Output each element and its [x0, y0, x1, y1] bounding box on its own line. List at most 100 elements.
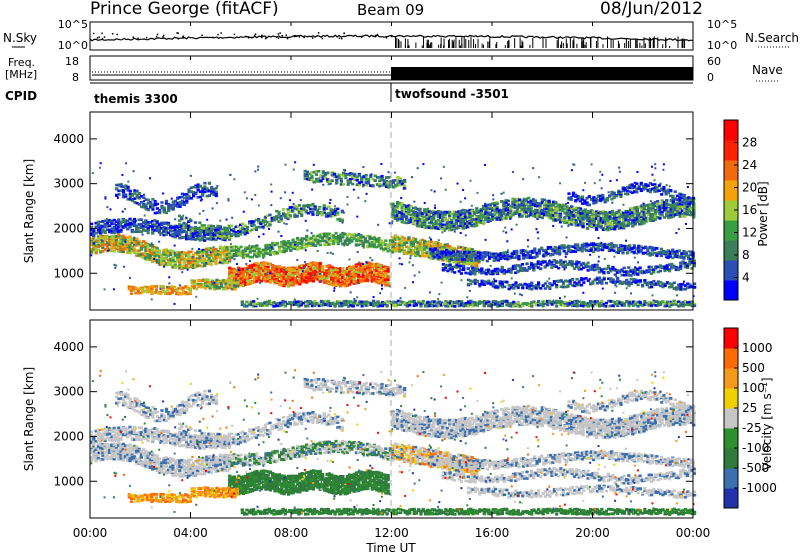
- noise-search-dot: [373, 35, 375, 37]
- power-cell: [387, 176, 390, 179]
- noise-search-spike: [438, 45, 439, 48]
- noise-search-dot: [101, 33, 103, 35]
- power-cell: [198, 221, 201, 224]
- power-cell: [319, 244, 322, 247]
- noise-search-spike: [475, 44, 476, 48]
- noise-search-dot: [287, 38, 289, 40]
- power-cell: [251, 256, 254, 259]
- noise-search-dot: [341, 38, 343, 40]
- noise-search-spike: [563, 43, 564, 48]
- power-cell: [124, 193, 127, 196]
- noise-left-tick-top: 10^5: [58, 18, 88, 31]
- power-cell: [493, 213, 496, 216]
- noise-search-spike: [561, 41, 562, 48]
- power-cell: [214, 229, 217, 232]
- noise-search-spike: [440, 44, 441, 48]
- noise-search-spike: [422, 46, 423, 48]
- noise-search-spike: [489, 37, 490, 48]
- power-cell: [333, 173, 336, 176]
- noise-right-label: N.Search: [745, 31, 799, 45]
- power-cell: [193, 280, 196, 283]
- power-cell: [327, 206, 330, 209]
- noise-search-spike: [400, 41, 401, 48]
- power-cell: [167, 209, 170, 212]
- noise-search-dot: [261, 35, 263, 37]
- noise-search-spike: [449, 39, 450, 48]
- power-cell: [158, 249, 161, 252]
- power-cell: [206, 279, 209, 282]
- noise-search-spike: [590, 38, 591, 48]
- noise-search-dot: [217, 34, 219, 36]
- power-cell: [298, 204, 301, 207]
- noise-search-spike: [409, 45, 410, 48]
- noise-search-spike: [520, 46, 521, 48]
- beam-title: Beam 09: [357, 1, 424, 19]
- power-cell: [278, 247, 281, 250]
- power-cell: [292, 238, 295, 241]
- cpid-mode-1: themis 3300: [94, 92, 178, 106]
- power-cell: [386, 281, 389, 284]
- power-cell: [548, 200, 551, 203]
- noise-search-spike: [630, 39, 631, 48]
- noise-search-dot: [276, 36, 278, 38]
- power-cell: [215, 187, 218, 190]
- noise-search-spike: [684, 39, 685, 48]
- power-cell: [496, 203, 499, 206]
- noise-search-dot: [265, 38, 267, 40]
- power-cell: [135, 190, 138, 193]
- noise-search-spike: [573, 38, 574, 48]
- power-cell: [336, 208, 339, 211]
- noise-search-dot: [294, 36, 296, 38]
- power-cell: [366, 279, 369, 282]
- power-cell: [448, 217, 451, 220]
- power-cell: [215, 193, 218, 196]
- power-cell: [119, 229, 122, 232]
- power-cell: [475, 224, 478, 227]
- noise-search-spike: [529, 45, 530, 48]
- power-cell: [334, 232, 337, 235]
- noise-left-tick-bottom: 10^0: [58, 39, 88, 52]
- noise-search-dot: [99, 36, 101, 38]
- power-cell: [326, 171, 329, 174]
- noise-search-spike: [455, 37, 456, 48]
- noise-search-dot: [377, 34, 379, 36]
- power-cell: [367, 182, 370, 185]
- power-cell: [276, 242, 279, 245]
- power-cell: [236, 282, 239, 285]
- freq-right-tick-top: 60: [707, 55, 721, 68]
- noise-search-dot: [361, 36, 363, 38]
- noise-search-dot: [93, 33, 95, 35]
- power-cell: [300, 214, 303, 217]
- power-cell: [344, 177, 347, 180]
- noise-search-spike: [429, 44, 430, 48]
- noise-search-dot: [97, 37, 99, 39]
- power-cell: [340, 178, 343, 181]
- noise-search-dot: [254, 35, 256, 37]
- power-cell: [268, 223, 271, 226]
- power-cell: [360, 181, 363, 184]
- noise-search-dot: [162, 36, 164, 38]
- noise-search-spike: [431, 42, 432, 48]
- noise-search-dot: [391, 36, 393, 38]
- noise-search-dot: [212, 37, 214, 39]
- noise-traces: [90, 32, 693, 48]
- power-cell: [371, 184, 374, 187]
- power-cell: [140, 218, 143, 221]
- noise-search-spike: [567, 43, 568, 48]
- power-cell: [194, 192, 197, 195]
- power-cell: [147, 232, 150, 235]
- noise-search-dot: [156, 36, 158, 38]
- station-title: Prince George (fitACF): [90, 0, 279, 19]
- power-cell: [289, 214, 292, 217]
- noise-search-dot: [234, 34, 236, 36]
- power-cell: [384, 239, 387, 242]
- noise-search-spike: [558, 37, 559, 48]
- noise-search-spike: [465, 39, 466, 48]
- power-cell: [135, 237, 138, 240]
- noise-search-dot: [245, 36, 247, 38]
- freq-right-tick-bottom: 0: [707, 71, 714, 84]
- power-cell: [311, 213, 314, 216]
- noise-search-spike: [635, 39, 636, 48]
- noise-search-spike: [496, 42, 497, 48]
- power-cell: [212, 225, 215, 228]
